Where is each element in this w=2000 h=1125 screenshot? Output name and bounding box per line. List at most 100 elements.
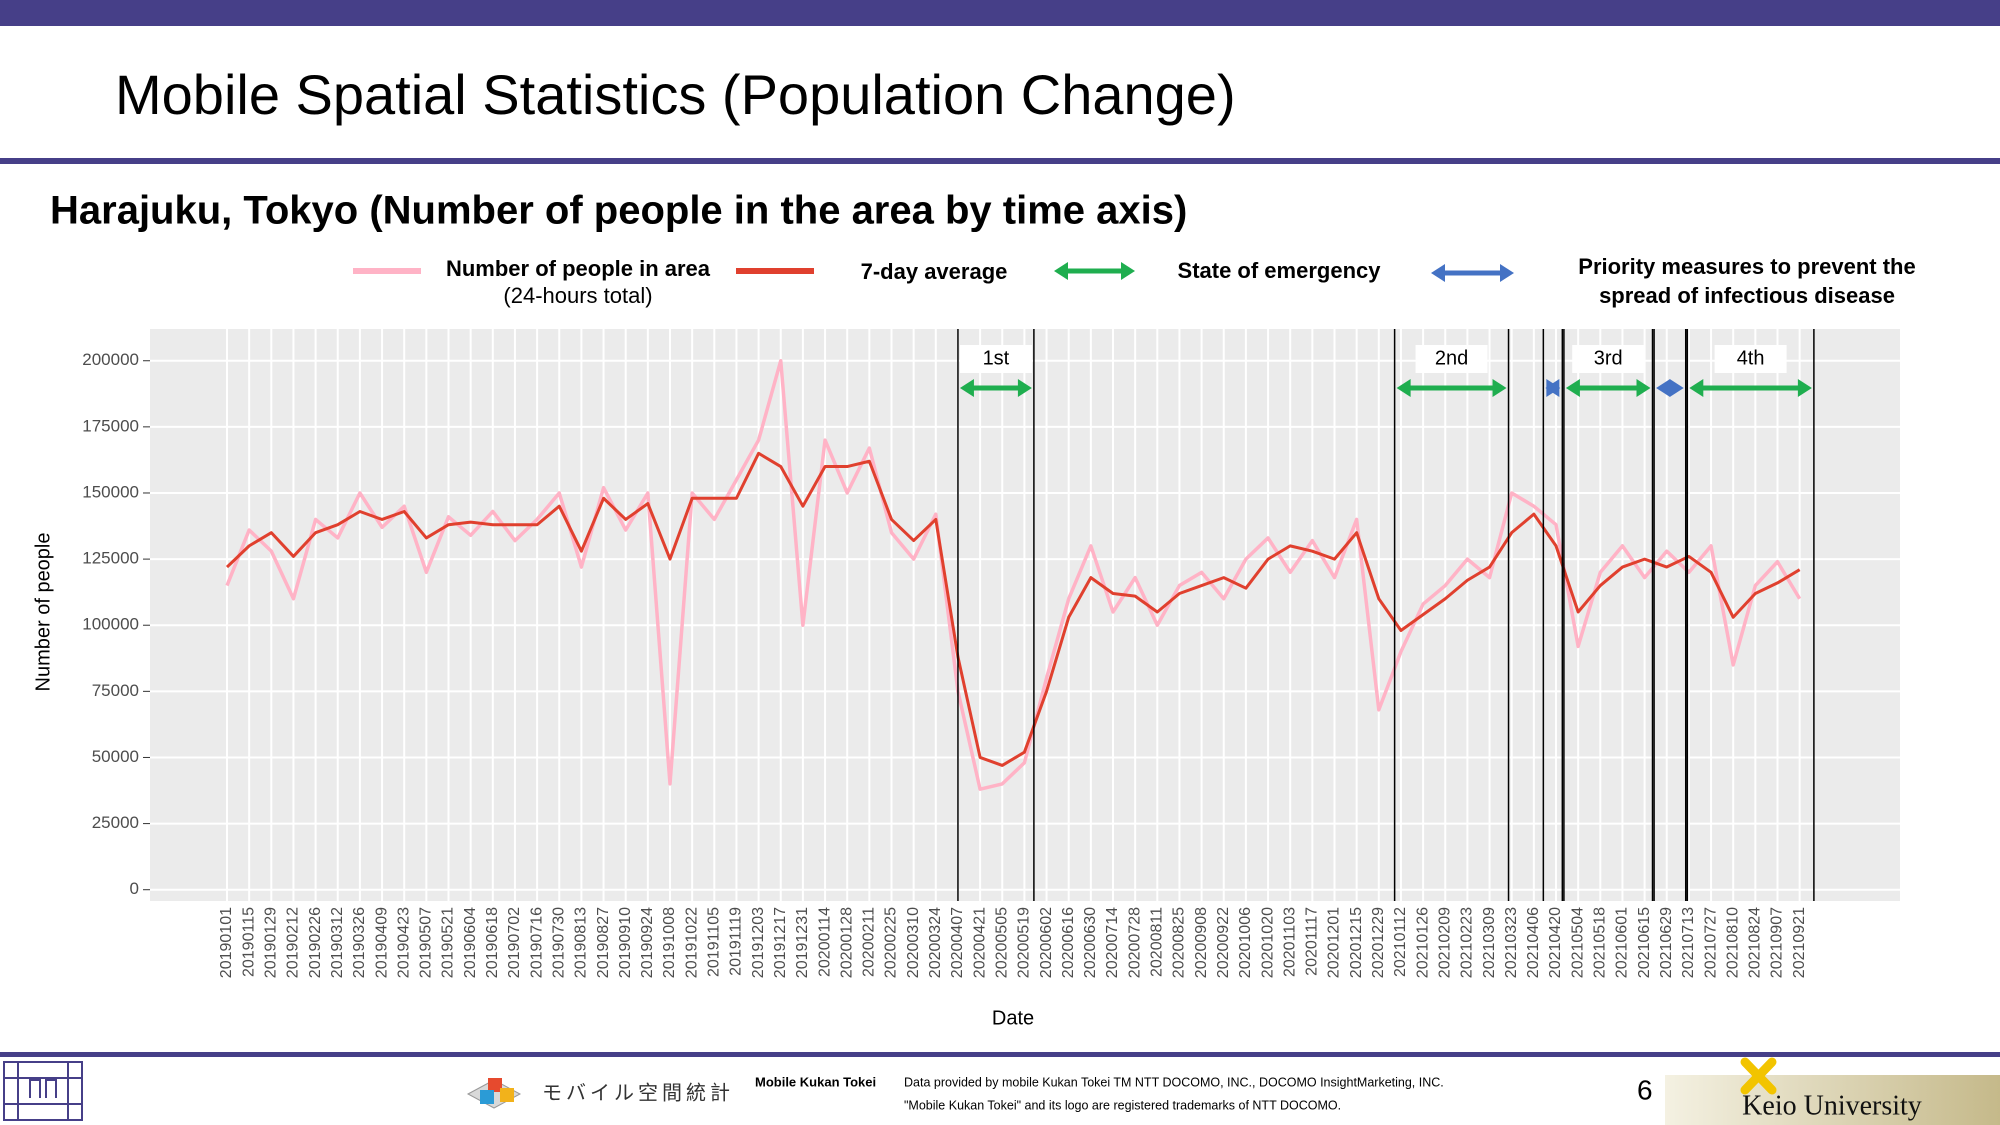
arrow-head — [1500, 264, 1514, 282]
series-line — [225, 358, 1802, 791]
x-tick-label: 20201006 — [1237, 907, 1254, 978]
x-tick-label: 20200225 — [883, 907, 900, 978]
y-tick-label: 150000 — [82, 482, 139, 501]
x-tick-label: 20200922 — [1215, 907, 1232, 978]
x-tick-label: 20190716 — [528, 907, 545, 978]
x-tick-label: 20200519 — [1016, 907, 1033, 978]
footer-rule — [0, 1052, 2000, 1057]
period-label: 2nd — [1435, 347, 1468, 369]
arrow-head — [1689, 379, 1704, 397]
arrow-head — [959, 379, 974, 397]
x-tick-label: 20210112 — [1392, 907, 1409, 977]
arrow-head — [1431, 264, 1445, 282]
arrow-head — [1121, 262, 1135, 280]
x-tick-label: 20200728 — [1126, 907, 1143, 978]
x-tick-label: 20210406 — [1525, 907, 1542, 978]
x-tick-label: 20190409 — [373, 907, 390, 978]
x-tick-label: 20200505 — [993, 907, 1010, 978]
university-box — [1665, 1075, 2000, 1125]
period-label: 4th — [1737, 347, 1765, 369]
x-tick-label: 20200324 — [927, 907, 944, 978]
chart-title: Harajuku, Tokyo (Number of people in the… — [50, 189, 1187, 233]
x-tick-label: 20210309 — [1481, 907, 1498, 978]
legend-label: 7-day average — [861, 259, 1008, 284]
x-tick-label: 20201215 — [1348, 907, 1365, 978]
x-tick-label: 20200128 — [838, 907, 855, 978]
y-tick-label: 100000 — [82, 615, 139, 634]
period-arrow — [1656, 379, 1684, 397]
x-tick-label: 20191231 — [794, 907, 811, 978]
x-tick-label: 20191008 — [661, 907, 678, 978]
y-tick-label: 25000 — [92, 813, 139, 832]
x-tick-label: 20201229 — [1370, 907, 1387, 978]
arrow-head — [1054, 262, 1068, 280]
page-number: 6 — [1637, 1074, 1653, 1105]
x-tick-label: 20210810 — [1724, 907, 1741, 978]
x-tick-label: 20190702 — [506, 907, 523, 978]
plot-area — [150, 329, 1900, 901]
x-tick-label: 20210420 — [1547, 907, 1564, 978]
top-bar — [0, 0, 2000, 26]
x-tick-label: 20210209 — [1436, 907, 1453, 978]
arrow-head — [1017, 379, 1032, 397]
x-axis-label: Date — [992, 1007, 1034, 1029]
y-tick-label: 75000 — [92, 681, 139, 700]
x-tick-label: 20190730 — [550, 907, 567, 978]
arrow-head — [1636, 379, 1651, 397]
title-rule — [0, 158, 2000, 164]
y-tick-label: 0 — [130, 879, 139, 898]
x-tick-label: 20190507 — [418, 907, 435, 978]
credit-line: Data provided by mobile Kukan Tokei TM N… — [904, 1075, 1444, 1089]
x-tick-label: 20190521 — [440, 907, 457, 978]
x-tick-label: 20191022 — [683, 907, 700, 978]
x-tick-label: 20210629 — [1658, 907, 1675, 978]
legend-arrow — [1431, 264, 1514, 282]
legend-label: spread of infectious disease — [1599, 283, 1895, 308]
x-tick-label: 20210907 — [1769, 907, 1786, 978]
legend-swatch — [353, 268, 421, 274]
x-tick-label: 20200630 — [1082, 907, 1099, 978]
x-tick-label: 20200407 — [949, 907, 966, 978]
x-tick-label: 20210921 — [1791, 907, 1808, 978]
x-tick-label: 20190129 — [263, 907, 280, 978]
legend-arrow — [1054, 262, 1135, 280]
arrow-head — [1797, 379, 1812, 397]
x-tick-label: 20210615 — [1636, 907, 1653, 978]
x-tick-label: 20210713 — [1680, 907, 1697, 978]
x-tick-label: 20190910 — [617, 907, 634, 978]
x-tick-label: 20210727 — [1702, 907, 1719, 978]
x-tick-label: 20210126 — [1414, 907, 1431, 978]
arrow-head — [1669, 379, 1684, 397]
x-tick-label: 20210223 — [1459, 907, 1476, 978]
x-tick-label: 20200114 — [816, 907, 833, 977]
x-tick-label: 20200602 — [1038, 907, 1055, 978]
y-tick-label: 125000 — [82, 549, 139, 568]
x-tick-label: 20210504 — [1569, 907, 1586, 978]
x-tick-label: 20191105 — [706, 907, 723, 977]
docomo-logo — [466, 1078, 522, 1109]
brand: Mobile Kukan Tokei — [755, 1074, 876, 1089]
legend-label: State of emergency — [1178, 258, 1382, 283]
legend-swatch — [736, 268, 814, 274]
x-tick-label: 20200714 — [1104, 907, 1121, 978]
x-tick-label: 20200421 — [971, 907, 988, 978]
x-tick-label: 20190924 — [639, 907, 656, 978]
x-tick-label: 20190827 — [595, 907, 612, 978]
x-tick-label: 20201117 — [1304, 907, 1321, 976]
period-label-box — [959, 345, 1032, 373]
x-tick-label: 20190226 — [307, 907, 324, 978]
x-tick-label: 20190423 — [395, 907, 412, 978]
legend-label: Number of people in area — [446, 256, 711, 281]
x-tick-label: 20190115 — [240, 907, 257, 977]
credit-line: "Mobile Kukan Tokei" and its logo are re… — [904, 1098, 1341, 1112]
x-tick-label: 20190212 — [285, 907, 302, 978]
slide-title: Mobile Spatial Statistics (Population Ch… — [115, 63, 1236, 126]
period-label-box — [1572, 345, 1645, 373]
y-axis-label: Number of people — [32, 533, 54, 692]
x-tick-label: 20190604 — [462, 907, 479, 978]
series-line — [225, 451, 1801, 767]
period-label-box — [1415, 345, 1488, 373]
x-tick-label: 20200811 — [1149, 907, 1166, 977]
